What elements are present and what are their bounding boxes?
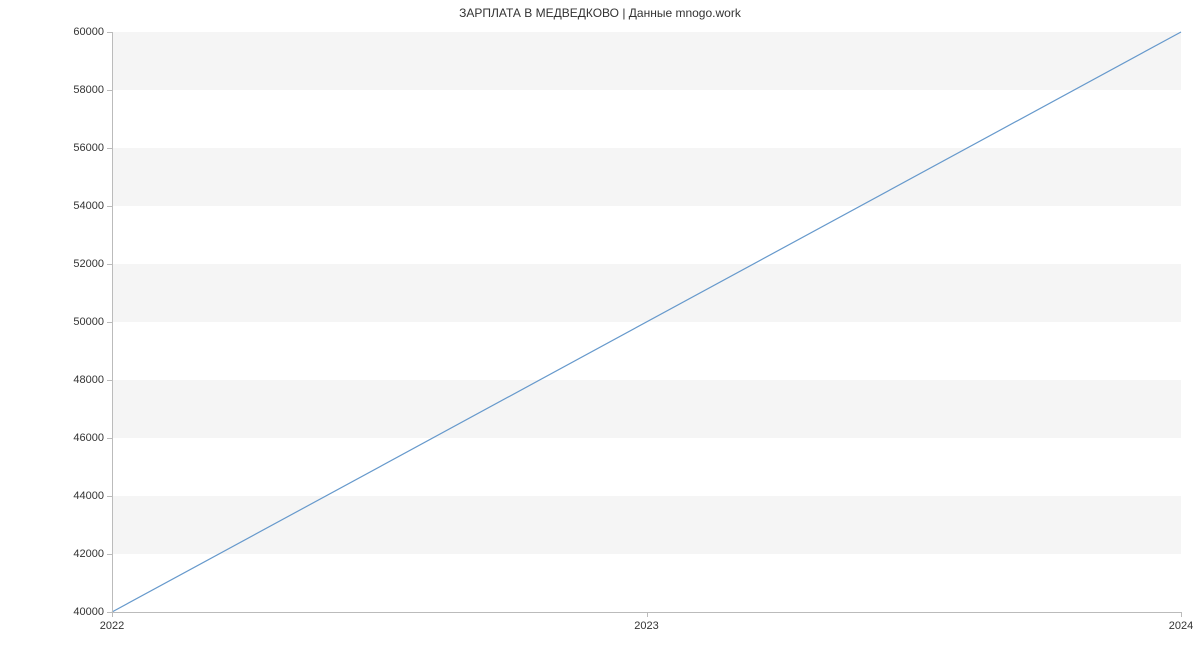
y-tick-label: 52000 (73, 258, 104, 270)
y-tick-mark (107, 554, 112, 555)
chart-title: ЗАРПЛАТА В МЕДВЕДКОВО | Данные mnogo.wor… (0, 6, 1200, 20)
y-tick-label: 50000 (73, 316, 104, 328)
x-tick-mark (1181, 612, 1182, 617)
x-tick-label: 2024 (1169, 620, 1193, 632)
series-line (112, 32, 1181, 612)
y-tick-mark (107, 90, 112, 91)
x-tick-label: 2022 (100, 620, 124, 632)
y-tick-label: 40000 (73, 606, 104, 618)
plot-area: 4000042000440004600048000500005200054000… (112, 32, 1181, 612)
y-tick-label: 46000 (73, 432, 104, 444)
line-layer (112, 32, 1181, 612)
x-tick-mark (647, 612, 648, 617)
y-tick-label: 44000 (73, 490, 104, 502)
x-tick-label: 2023 (634, 620, 658, 632)
y-tick-label: 58000 (73, 84, 104, 96)
x-tick-mark (112, 612, 113, 617)
y-tick-mark (107, 380, 112, 381)
y-tick-label: 56000 (73, 142, 104, 154)
y-tick-mark (107, 148, 112, 149)
y-tick-mark (107, 438, 112, 439)
y-tick-label: 42000 (73, 548, 104, 560)
y-tick-label: 60000 (73, 26, 104, 38)
y-tick-label: 54000 (73, 200, 104, 212)
y-axis-line (112, 32, 113, 612)
y-tick-mark (107, 496, 112, 497)
y-tick-mark (107, 206, 112, 207)
chart-container: ЗАРПЛАТА В МЕДВЕДКОВО | Данные mnogo.wor… (0, 0, 1200, 650)
y-tick-label: 48000 (73, 374, 104, 386)
y-tick-mark (107, 32, 112, 33)
y-tick-mark (107, 322, 112, 323)
y-tick-mark (107, 264, 112, 265)
